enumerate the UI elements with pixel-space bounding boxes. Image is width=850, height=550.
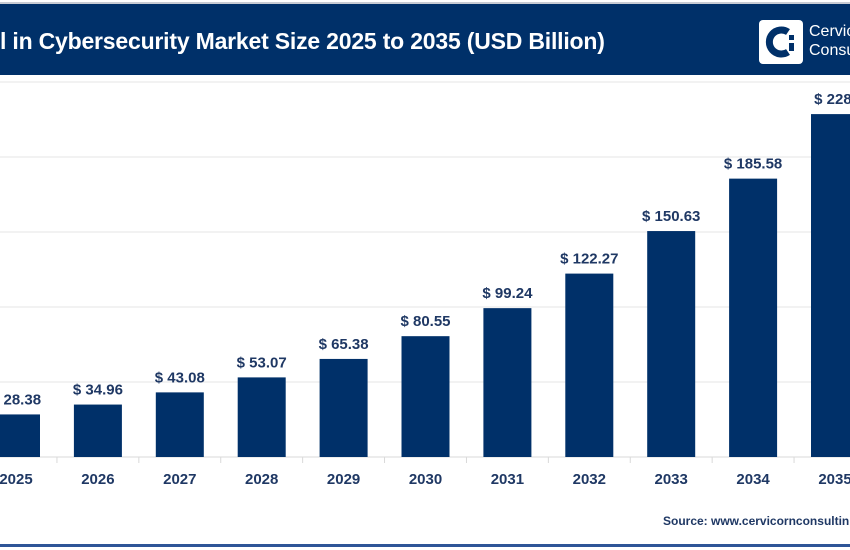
bar-2028: [237, 377, 286, 457]
bottom-divider: [0, 544, 850, 547]
source-note: Source: www.cervicornconsultin: [663, 514, 850, 528]
x-tick-label-2028: 2028: [245, 471, 278, 488]
x-tick-label-2026: 2026: [81, 471, 114, 488]
x-tick-label-2032: 2032: [573, 471, 606, 488]
data-label-2029: $ 65.38: [319, 336, 369, 353]
data-label-2026: $ 34.96: [73, 382, 123, 399]
data-label-2025: $ 28.38: [0, 391, 41, 408]
x-tick-label-2027: 2027: [163, 471, 196, 488]
bar-2027: [155, 392, 204, 457]
bar-2032: [565, 273, 614, 457]
x-tick-label-2025: 2025: [0, 471, 33, 488]
data-label-2030: $ 80.55: [400, 313, 450, 330]
bar-chart: $ 28.38 2025 $ 34.96 2026 $ 43.08 2027 $ 53.07…: [0, 81, 850, 488]
logo-text: Cervic Consu: [809, 22, 850, 60]
x-tick-label-2034: 2034: [736, 471, 770, 488]
data-label-2035: $ 228.: [814, 91, 850, 108]
data-label-2031: $ 99.24: [482, 285, 533, 302]
bar-2031: [483, 308, 532, 457]
bar-2030: [401, 336, 450, 457]
data-label-2027: $ 43.08: [155, 369, 205, 386]
bar-2034: [729, 178, 778, 457]
x-tick-label-2033: 2033: [655, 471, 688, 488]
logo-line-1: Cervic: [809, 23, 850, 40]
x-tick-label-2030: 2030: [409, 471, 442, 488]
bar-2026: [73, 404, 122, 457]
data-label-2033: $ 150.63: [642, 208, 700, 225]
x-tick-label-2029: 2029: [327, 471, 360, 488]
logo-icon: [759, 20, 803, 64]
bar-2025: [0, 414, 40, 457]
data-label-2034: $ 185.58: [724, 156, 782, 173]
x-tick-label-2035: 2035: [818, 471, 850, 488]
logo-mark: [765, 26, 794, 58]
x-tick-label-2031: 2031: [491, 471, 524, 488]
data-label-2028: $ 53.07: [237, 354, 287, 371]
header-banner: l in Cybersecurity Market Size 2025 to 2…: [0, 2, 850, 75]
bar-2033: [647, 231, 696, 457]
data-label-2032: $ 122.27: [560, 251, 618, 268]
bar-2029: [319, 358, 368, 457]
bar-2035: [811, 114, 850, 457]
logo-line-2: Consu: [809, 42, 850, 59]
chart-title: l in Cybersecurity Market Size 2025 to 2…: [0, 28, 605, 54]
